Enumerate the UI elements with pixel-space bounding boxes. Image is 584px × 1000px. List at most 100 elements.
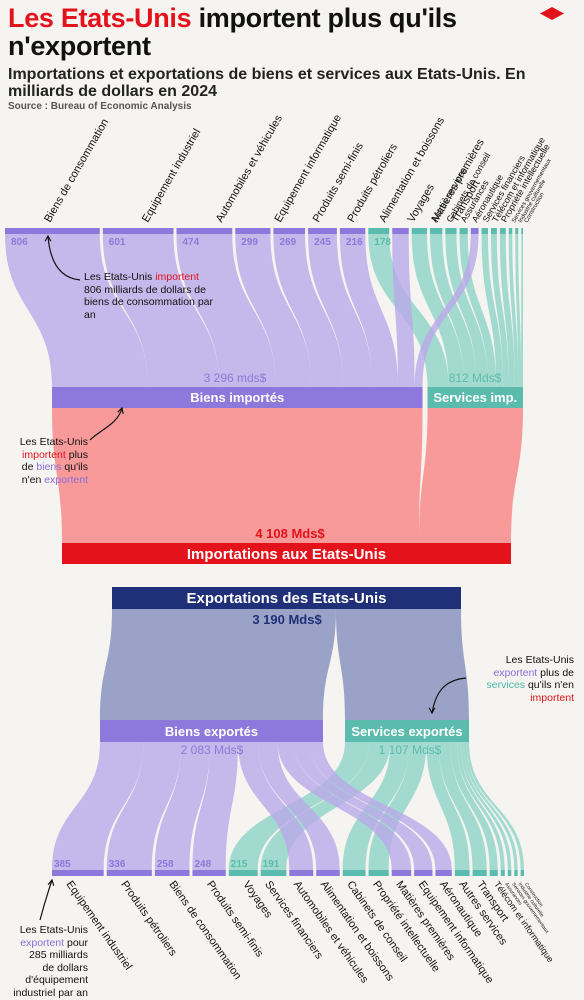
- export-bar-telecom-et-informatique: [489, 870, 498, 876]
- annotation-text: pour: [64, 936, 88, 949]
- export-bar-voyages: [228, 870, 258, 876]
- import-label-biens-de-consommation: Biens de consommation: [42, 117, 111, 225]
- import-flow-automobiles-et-vehicules: [176, 234, 276, 387]
- annotation-text: de: [21, 461, 37, 473]
- arrow-exports-services-head: [428, 707, 436, 715]
- export-flow-biens-de-consommation: [154, 742, 211, 870]
- export-bar-aeronautique: [435, 870, 452, 876]
- services-imported-label: Services imp.: [433, 390, 517, 405]
- export-bar-equipement-informatique: [414, 870, 433, 876]
- export-bar-produits-petroliers: [106, 870, 152, 876]
- page-title: Les Etats-Unis importent plus qu'ils n'e…: [8, 4, 548, 60]
- import-bar-construction: [521, 228, 523, 234]
- export-value-equipement-industriel: 385: [54, 859, 71, 870]
- export-bar-produits-semi-finis: [192, 870, 226, 876]
- export-bar-industrie-culturelle: [514, 870, 518, 876]
- annotation-text: Les Etats-Unis: [84, 271, 156, 283]
- import-flow-equipement-informatique: [235, 234, 312, 387]
- services-imported-bar: [427, 387, 523, 408]
- import-bar-equipement-industriel: [102, 228, 174, 234]
- annotation-highlight: exportent: [493, 666, 538, 679]
- import-bar-assurances: [459, 228, 468, 234]
- import-bar-transport: [411, 228, 428, 234]
- import-label-equipement-industriel: Equipement industriel: [140, 127, 203, 225]
- import-value-alimentation-et-boissons: 216: [346, 237, 363, 248]
- import-bar-telecom-et-informatique: [491, 228, 497, 234]
- import-flow-services-gouvernementaux: [508, 234, 519, 387]
- exports-total-value: 3 190 Mds$: [252, 612, 322, 627]
- goods-imported-label: Biens importés: [190, 390, 284, 405]
- export-flow-telecom-et-informatique: [450, 742, 498, 870]
- annotation-text: Les Etats-Unis: [19, 924, 88, 936]
- export-flow-assurances: [457, 742, 505, 870]
- import-value-produits-semi-finis: 269: [279, 237, 296, 248]
- goods-imported-bar: [52, 387, 423, 408]
- import-bar-autres-services: [430, 228, 443, 234]
- import-value-biens-de-consommation: 806: [11, 237, 28, 248]
- imports-services-flow: [419, 408, 523, 543]
- annotation-imports-goods: Les Etats-Unis importent plus de biens q…: [10, 436, 88, 486]
- import-label-automobiles-et-vehicules: Automobiles et véhicules: [214, 113, 285, 225]
- goods-exported-label: Biens exportés: [165, 724, 258, 739]
- import-bar-services-gouvernementaux: [508, 228, 513, 234]
- import-flow-produits-semi-finis: [273, 234, 344, 387]
- import-flow-matieres-premieres: [392, 234, 415, 387]
- export-bar-propriete-intellectuelle: [368, 870, 389, 876]
- export-flow-matieres-premieres: [277, 742, 412, 870]
- annotation-highlight: biens: [36, 461, 62, 473]
- exports-services-flow: [335, 609, 469, 720]
- import-value-equipement-informatique: 299: [241, 237, 258, 248]
- export-flow-produits-petroliers: [106, 742, 182, 870]
- export-bar-equipement-industriel: [52, 870, 104, 876]
- exports-total-bar-label: Exportations des Etats-Unis: [186, 590, 386, 607]
- export-flow-autres-services: [426, 742, 470, 870]
- arrow-exports-services: [431, 677, 467, 714]
- import-value-produits-petroliers: 245: [314, 237, 331, 248]
- export-bar-automobiles-et-vehicules: [289, 870, 314, 876]
- imports-total-bar-label: Importations aux Etats-Unis: [187, 546, 386, 563]
- imports-goods-flow: [52, 408, 423, 543]
- export-value-services-financiers: 191: [263, 859, 280, 870]
- export-value-biens-de-consommation: 258: [157, 859, 174, 870]
- import-bar-cabinets-de-conseil: [445, 228, 457, 234]
- import-flow-construction: [521, 234, 523, 387]
- import-value-automobiles-et-vehicules: 474: [183, 237, 200, 248]
- export-flow-equipement-informatique: [293, 742, 433, 870]
- export-value-produits-semi-finis: 248: [194, 859, 211, 870]
- imports-total-value: 4 108 Mds$: [255, 526, 325, 541]
- export-bar-autres-services: [454, 870, 470, 876]
- import-bar-propriete-intellectuelle: [499, 228, 506, 234]
- import-flow-equipement-industriel: [102, 234, 220, 387]
- import-flow-alimentation-et-boissons: [339, 234, 399, 387]
- export-bar-services-gouvernementaux: [507, 870, 512, 876]
- annotation-text: n'en: [21, 473, 45, 486]
- export-flow-industrie-culturelle: [463, 742, 518, 870]
- import-bar-services-financiers: [481, 228, 489, 234]
- annotation-text: de dollars: [42, 961, 88, 974]
- services-exported-bar: [345, 720, 469, 742]
- annotation-exports-services: Les Etats-Unis exportent plus de service…: [468, 654, 574, 704]
- export-value-voyages: 215: [231, 859, 248, 870]
- annotation-highlight: importent: [22, 448, 66, 461]
- arrow-exports-industrial: [39, 879, 53, 921]
- services-exported-total: 1 107 Mds$: [379, 743, 442, 757]
- export-flow-automobiles-et-vehicules: [237, 742, 314, 870]
- annotation-highlight: importent: [155, 271, 199, 283]
- annotation-text: plus: [65, 448, 88, 461]
- arrow-imports-consumer: [47, 235, 81, 281]
- import-value-equipement-industriel: 601: [109, 237, 126, 248]
- export-bar-services-financiers: [260, 870, 287, 876]
- exports-goods-flow: [100, 609, 336, 720]
- export-flow-services-gouvernementaux: [460, 742, 512, 870]
- import-bar-produits-petroliers: [308, 228, 337, 234]
- export-bar-construction: [520, 870, 524, 876]
- annotation-highlight: exportent: [20, 936, 65, 949]
- annotation-highlight: services: [486, 679, 526, 691]
- title-highlight: Les Etats-Unis: [8, 3, 192, 33]
- import-bar-alimentation-et-boissons: [339, 228, 366, 234]
- export-bar-assurances: [500, 870, 505, 876]
- exports-total-bar: [112, 587, 461, 609]
- annotation-text: 806 milliards de dollars de biens de con…: [84, 283, 213, 321]
- annotation-text: Les Etats-Unis: [505, 654, 574, 666]
